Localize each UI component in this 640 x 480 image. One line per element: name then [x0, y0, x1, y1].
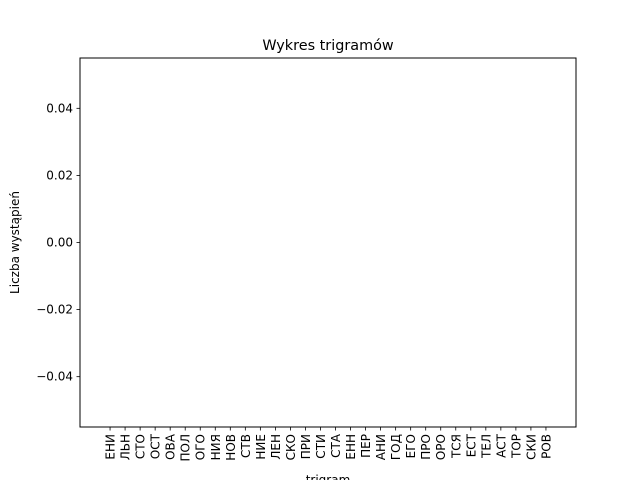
x-tick-label: СТИ — [314, 434, 328, 459]
x-tick-label: ПОЛ — [179, 434, 193, 462]
x-tick-label: СКИ — [524, 434, 538, 460]
x-tick-label: ТЕЛ — [479, 434, 493, 459]
x-tick-label: ПЕР — [359, 434, 373, 458]
x-tick-label: СТО — [134, 434, 148, 459]
x-tick-label: ОСТ — [149, 433, 163, 459]
x-tick-label: ЕГО — [404, 434, 418, 458]
x-tick-label: ОГО — [194, 434, 208, 460]
x-tick-label: АСТ — [494, 433, 508, 458]
x-tick-label: ЛЕН — [269, 434, 283, 460]
y-tick-label: 0.00 — [46, 236, 73, 250]
x-tick-label: ТСЯ — [449, 434, 463, 459]
x-tick-label: ПРО — [419, 434, 433, 460]
x-tick-label: ОВА — [164, 433, 178, 460]
y-tick-label: −0.02 — [36, 303, 73, 317]
x-tick-label: ЕСТ — [464, 433, 478, 457]
x-tick-label: ЕНН — [344, 434, 358, 460]
x-tick-label: ПРИ — [299, 434, 313, 459]
x-tick-label: ЛЬН — [119, 434, 133, 460]
x-tick-label: ЕНИ — [104, 434, 118, 460]
plot-frame — [79, 57, 577, 428]
y-tick-label: −0.04 — [36, 370, 73, 384]
x-axis-ticks: ЕНИ ЛЬН СТО ОСТ ОВА ПОЛ ОГО НИЯ НОВ СТВ НИЕ ЛЕН СКО П… — [104, 427, 553, 462]
y-tick-label: 0.02 — [46, 168, 73, 182]
y-axis-label: Liczba wystąpień — [8, 191, 22, 294]
x-tick-label: РОВ — [539, 434, 553, 459]
x-tick-label: НОВ — [224, 434, 238, 461]
x-tick-label: СКО — [284, 434, 298, 460]
x-tick-label: ТОР — [509, 434, 523, 459]
x-tick-label: СТВ — [239, 434, 253, 458]
y-axis-ticks: −0.04 −0.02 0.00 0.02 0.04 — [36, 101, 80, 384]
x-tick-label: ГОД — [389, 434, 403, 460]
x-tick-label: НИЕ — [254, 434, 268, 460]
y-tick-label: 0.04 — [46, 101, 73, 115]
x-tick-label: АНИ — [374, 434, 388, 460]
x-tick-label: СТА — [329, 433, 343, 458]
chart-title: Wykres trigramów — [262, 38, 394, 54]
x-tick-label: НИЯ — [209, 434, 223, 460]
x-axis-label: trigram — [306, 473, 351, 480]
x-tick-label: ОРО — [434, 434, 448, 460]
